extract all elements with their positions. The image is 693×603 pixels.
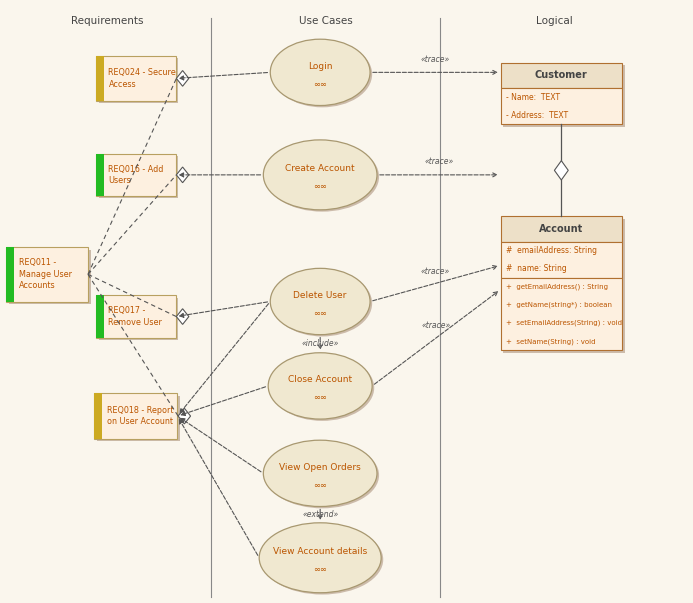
Text: #  name: String: # name: String bbox=[506, 265, 567, 273]
Text: «include»: «include» bbox=[301, 339, 339, 348]
FancyBboxPatch shape bbox=[99, 58, 179, 104]
Polygon shape bbox=[554, 160, 568, 180]
Text: ∞∞: ∞∞ bbox=[313, 394, 327, 402]
FancyBboxPatch shape bbox=[96, 295, 104, 338]
Text: ∞∞: ∞∞ bbox=[313, 481, 327, 490]
FancyBboxPatch shape bbox=[99, 298, 179, 340]
FancyBboxPatch shape bbox=[99, 156, 179, 198]
FancyBboxPatch shape bbox=[6, 247, 88, 302]
Ellipse shape bbox=[265, 142, 379, 212]
Text: +  setName(String) : void: + setName(String) : void bbox=[506, 338, 596, 344]
Text: «trace»: «trace» bbox=[421, 55, 450, 63]
Text: Delete User: Delete User bbox=[293, 291, 347, 300]
Text: +  setEmailAddress(String) : void: + setEmailAddress(String) : void bbox=[506, 320, 622, 326]
FancyBboxPatch shape bbox=[500, 216, 622, 242]
Text: REQ018 - Report
on User Account: REQ018 - Report on User Account bbox=[107, 406, 173, 426]
Ellipse shape bbox=[259, 523, 381, 593]
FancyBboxPatch shape bbox=[96, 56, 104, 101]
Text: «trace»: «trace» bbox=[424, 157, 453, 166]
FancyBboxPatch shape bbox=[9, 250, 91, 304]
Polygon shape bbox=[176, 71, 188, 86]
Text: «trace»: «trace» bbox=[422, 321, 451, 330]
Text: View Account details: View Account details bbox=[273, 548, 367, 556]
FancyBboxPatch shape bbox=[96, 295, 176, 338]
Text: Create Account: Create Account bbox=[286, 165, 355, 173]
FancyBboxPatch shape bbox=[96, 56, 176, 101]
Text: #  emailAddress: String: # emailAddress: String bbox=[506, 247, 597, 255]
Text: REQ024 - Secure
Access: REQ024 - Secure Access bbox=[109, 68, 176, 89]
Text: Requirements: Requirements bbox=[71, 16, 143, 25]
Ellipse shape bbox=[270, 39, 370, 106]
Text: REQ011 -
Manage User
Accounts: REQ011 - Manage User Accounts bbox=[19, 259, 71, 290]
Text: ∞∞: ∞∞ bbox=[313, 309, 327, 318]
Text: Customer: Customer bbox=[535, 71, 588, 80]
FancyBboxPatch shape bbox=[500, 88, 622, 124]
Ellipse shape bbox=[265, 442, 379, 508]
Text: ∞∞: ∞∞ bbox=[313, 80, 327, 89]
Text: REQ016 - Add
Users: REQ016 - Add Users bbox=[109, 165, 164, 185]
FancyBboxPatch shape bbox=[94, 393, 177, 439]
FancyBboxPatch shape bbox=[97, 396, 180, 441]
Ellipse shape bbox=[263, 440, 377, 507]
FancyBboxPatch shape bbox=[94, 393, 102, 439]
Text: ∞∞: ∞∞ bbox=[313, 566, 327, 574]
Ellipse shape bbox=[270, 268, 370, 335]
Ellipse shape bbox=[272, 270, 372, 336]
Ellipse shape bbox=[272, 41, 372, 107]
FancyBboxPatch shape bbox=[500, 242, 622, 278]
Text: +  getName(string*) : boolean: + getName(string*) : boolean bbox=[506, 302, 612, 308]
Polygon shape bbox=[178, 408, 191, 424]
Text: Login: Login bbox=[308, 62, 333, 71]
Text: View Open Orders: View Open Orders bbox=[279, 463, 361, 472]
Text: «extend»: «extend» bbox=[302, 510, 338, 519]
Ellipse shape bbox=[270, 355, 374, 421]
Text: Account: Account bbox=[539, 224, 584, 234]
Polygon shape bbox=[176, 167, 188, 183]
FancyBboxPatch shape bbox=[96, 154, 176, 196]
Ellipse shape bbox=[268, 353, 372, 419]
Text: - Name:  TEXT: - Name: TEXT bbox=[506, 93, 560, 101]
FancyBboxPatch shape bbox=[503, 65, 625, 127]
FancyBboxPatch shape bbox=[96, 154, 104, 196]
Text: Close Account: Close Account bbox=[288, 376, 352, 384]
Text: Logical: Logical bbox=[536, 16, 573, 25]
Text: Use Cases: Use Cases bbox=[299, 16, 353, 25]
FancyBboxPatch shape bbox=[500, 63, 622, 88]
Text: ∞∞: ∞∞ bbox=[313, 183, 327, 191]
Polygon shape bbox=[176, 309, 188, 324]
Ellipse shape bbox=[261, 525, 383, 595]
Text: REQ017 -
Remove User: REQ017 - Remove User bbox=[109, 306, 162, 327]
FancyBboxPatch shape bbox=[6, 247, 14, 302]
FancyBboxPatch shape bbox=[503, 219, 625, 353]
Text: «trace»: «trace» bbox=[421, 267, 450, 276]
Ellipse shape bbox=[263, 140, 377, 210]
Text: - Address:  TEXT: - Address: TEXT bbox=[506, 111, 568, 119]
Text: +  getEmailAddress() : String: + getEmailAddress() : String bbox=[506, 284, 608, 290]
FancyBboxPatch shape bbox=[500, 278, 622, 350]
